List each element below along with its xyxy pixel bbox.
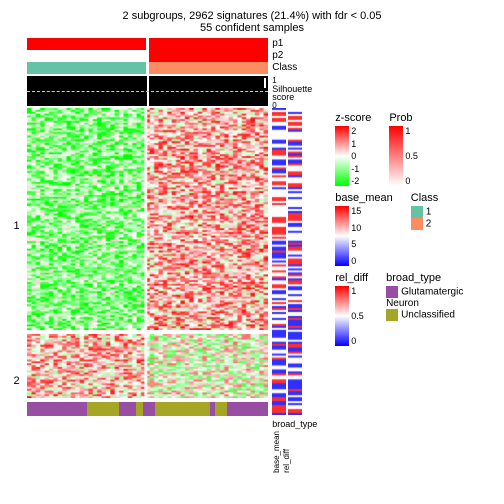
class-annotation bbox=[27, 62, 268, 74]
broad-type-annotation bbox=[27, 402, 268, 416]
silhouette-plot bbox=[27, 76, 268, 106]
title-line1: 2 subgroups, 2962 signatures (21.4%) wit… bbox=[10, 10, 494, 22]
reldiff-legend: rel_diff 10.50 bbox=[335, 272, 368, 346]
title-line2: 55 confident samples bbox=[10, 22, 494, 34]
basemean-legend-title: base_mean bbox=[335, 192, 393, 204]
p2-annotation bbox=[27, 50, 268, 62]
broadtype-legend: broad_type Glutamatergic NeuronUnclassif… bbox=[386, 272, 494, 346]
xaxis-base-mean: base_mean bbox=[272, 431, 281, 473]
legend-row-1: z-score 210-1-2 Prob 10.50 bbox=[335, 112, 494, 186]
row-group-2-label: 2 bbox=[10, 347, 23, 415]
silhouette-ticks: 1 Silhouettescore 0 bbox=[272, 76, 323, 106]
ann-labels-col: p1 p2 Class 1 Silhouettescore 0 broad_ty… bbox=[272, 38, 323, 473]
side-strip-1 bbox=[272, 108, 286, 415]
prob-legend: Prob 10.50 bbox=[389, 112, 418, 186]
class-label: Class bbox=[272, 62, 323, 74]
prob-legend-title: Prob bbox=[389, 112, 418, 124]
class-legend: Class 12 bbox=[411, 192, 439, 266]
zscore-legend: z-score 210-1-2 bbox=[335, 112, 371, 186]
heatmap-group-1 bbox=[27, 108, 268, 330]
zscore-legend-title: z-score bbox=[335, 112, 371, 124]
legend-row-2: base_mean 151050 Class 12 bbox=[335, 192, 494, 266]
sil-label: Silhouettescore bbox=[272, 85, 323, 101]
p1-label: p1 bbox=[272, 38, 323, 50]
row-group-1-label: 1 bbox=[10, 108, 23, 343]
p2-label: p2 bbox=[272, 50, 323, 62]
p1-annotation bbox=[27, 38, 268, 50]
basemean-legend: base_mean 151050 bbox=[335, 192, 393, 266]
broad-type-label: broad_type bbox=[272, 419, 323, 429]
broadtype-legend-title: broad_type bbox=[386, 272, 494, 284]
legend-row-3: rel_diff 10.50 broad_type Glutamatergic … bbox=[335, 272, 494, 346]
heatmap-group-2 bbox=[27, 334, 268, 398]
row-group-labels: 1 2 bbox=[10, 38, 23, 473]
legend-column: z-score 210-1-2 Prob 10.50 base_mean 1 bbox=[335, 38, 494, 473]
reldiff-legend-title: rel_diff bbox=[335, 272, 368, 284]
heatmap-column bbox=[27, 38, 268, 473]
xaxis-rel-diff: rel_diff bbox=[282, 431, 291, 473]
main-layout: 1 2 p1 p2 Class 1 bbox=[10, 38, 494, 473]
side-strip-2 bbox=[288, 108, 302, 415]
class-legend-title: Class bbox=[411, 192, 439, 204]
title-block: 2 subgroups, 2962 signatures (21.4%) wit… bbox=[10, 10, 494, 34]
